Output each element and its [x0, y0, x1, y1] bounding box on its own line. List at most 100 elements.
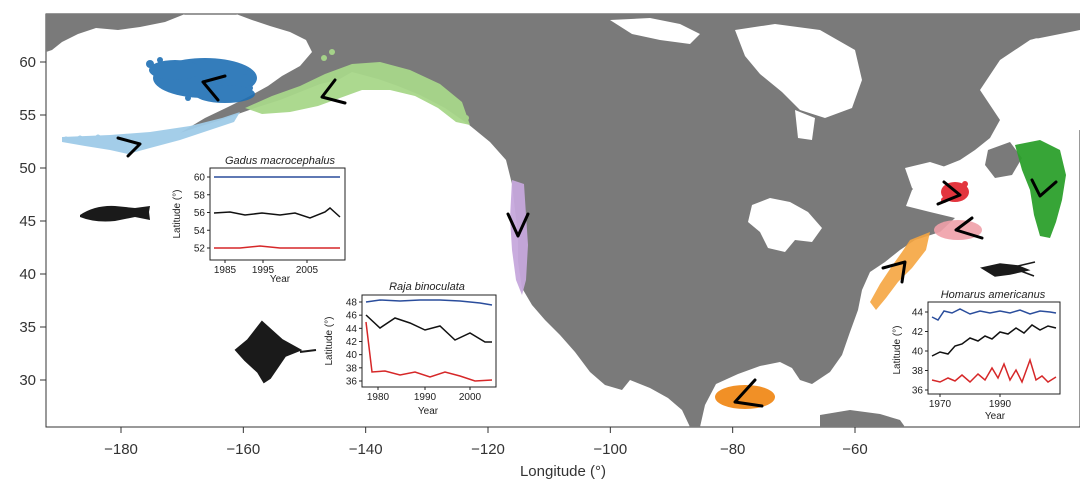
inset-raja-xaxis: 1980 1990 2000	[367, 387, 482, 403]
x-tick-label: −100	[593, 441, 627, 458]
gadus-series-south	[214, 245, 340, 249]
labrador-sea	[1018, 30, 1080, 135]
skate-silhouette	[234, 320, 317, 384]
inset-y-tick-label: 38	[346, 363, 358, 374]
x-tick-label: −80	[720, 441, 745, 458]
cluster-dark-orange	[715, 385, 775, 409]
inset-gadus-yaxis: 52 54 56 58 60	[194, 173, 210, 255]
cod-silhouette	[80, 205, 150, 222]
raja-series-north	[365, 299, 493, 306]
x-tick-label: −160	[226, 441, 260, 458]
species-silhouettes	[80, 205, 1036, 384]
inset-gadus-xlabel: Year	[270, 274, 291, 285]
inset-y-tick-label: 44	[346, 324, 358, 335]
homarus-series-center	[931, 324, 1057, 357]
x-tick-label: −180	[104, 441, 138, 458]
inset-y-tick-label: 38	[912, 366, 924, 377]
inset-gadus-xaxis: 1985 1995 2005	[214, 260, 319, 276]
inset-y-tick-label: 46	[346, 311, 358, 322]
inset-y-tick-label: 40	[346, 350, 358, 361]
james-bay	[795, 110, 815, 140]
y-tick-label: 50	[19, 160, 36, 177]
inset-y-tick-label: 44	[912, 308, 924, 319]
y-tick-label: 40	[19, 266, 36, 283]
great-lakes	[748, 198, 822, 252]
arrow-chevron-4	[506, 212, 530, 238]
inset-homarus-xaxis: 1970 1990	[929, 394, 1012, 410]
inset-y-tick-label: 60	[194, 173, 206, 184]
inset-x-tick-label: 1980	[367, 392, 390, 403]
newfoundland-landmass	[985, 142, 1022, 178]
inset-y-tick-label: 40	[912, 347, 924, 358]
y-axis: 60 55 50 45 40 35 30	[19, 54, 46, 389]
inset-x-tick-label: 1990	[989, 399, 1012, 410]
arctic-channel	[610, 18, 700, 44]
inset-gadus-title: Gadus macrocephalus	[225, 155, 336, 167]
cluster-purple	[510, 180, 528, 295]
cluster-light-green	[245, 49, 470, 125]
cluster-orange	[870, 232, 930, 310]
inset-homarus-frame	[927, 301, 1061, 395]
inset-x-tick-label: 1985	[214, 265, 237, 276]
inset-x-tick-label: 1995	[252, 265, 275, 276]
y-tick-label: 30	[19, 372, 36, 389]
inset-y-tick-label: 48	[346, 298, 358, 309]
arrow-chevron-8	[1030, 178, 1058, 198]
inset-y-tick-label: 58	[194, 190, 206, 201]
arrow-chevron-9	[733, 378, 764, 408]
inset-y-tick-label: 36	[912, 386, 924, 397]
inset-x-tick-label: 1970	[929, 399, 952, 410]
inset-raja-xlabel: Year	[418, 406, 439, 417]
inset-homarus-ylabel: Latitude (°)	[892, 325, 903, 374]
x-tick-label: −140	[349, 441, 383, 458]
inset-y-tick-label: 52	[194, 244, 206, 255]
y-tick-label: 60	[19, 54, 36, 71]
hudson-bay	[735, 24, 862, 118]
inset-homarus-xlabel: Year	[985, 411, 1006, 422]
inset-raja: Raja binoculata 36 38 40 42 44 46 48 1980 1990 2…	[324, 281, 497, 417]
x-tick-label: −120	[471, 441, 505, 458]
inset-homarus-yaxis: 36 38 40 42 44	[912, 308, 928, 397]
greenland-landmass	[860, 14, 1080, 40]
lobster-silhouette	[980, 261, 1036, 277]
asia-landmass	[46, 14, 185, 52]
inset-raja-title: Raja binoculata	[389, 281, 465, 293]
arrow-chevron-1	[201, 74, 227, 102]
cuba-landmass	[820, 410, 905, 427]
inset-y-tick-label: 36	[346, 377, 358, 388]
arrow-chevron-7	[881, 260, 907, 284]
arrow-chevron-2	[320, 78, 347, 105]
inset-gadus-ylabel: Latitude (°)	[172, 189, 183, 238]
y-tick-label: 55	[19, 107, 36, 124]
inset-gadus: Gadus macrocephalus 52 54 56 58 60 1985 1995 2…	[172, 155, 346, 285]
inset-homarus-title: Homarus americanus	[941, 289, 1046, 301]
cluster-light-blue	[62, 112, 240, 154]
raja-series-center	[365, 314, 492, 343]
inset-y-tick-label: 42	[346, 337, 358, 348]
y-tick-label: 35	[19, 319, 36, 336]
homarus-series-south	[931, 357, 1057, 384]
y-tick-label: 45	[19, 213, 36, 230]
north-america-landmass	[180, 14, 1080, 427]
arrow-chevron-5	[936, 180, 962, 206]
inset-raja-yaxis: 36 38 40 42 44 46 48	[346, 298, 362, 388]
raja-series-south	[365, 321, 493, 382]
homarus-series-north	[931, 308, 1057, 321]
gadus-series-center	[213, 207, 341, 219]
x-axis-label: Longitude (°)	[520, 463, 606, 480]
inset-x-tick-label: 1990	[414, 392, 437, 403]
inland-waters	[610, 18, 1080, 252]
x-tick-label: −60	[842, 441, 867, 458]
inset-y-tick-label: 54	[194, 226, 206, 237]
arrow-chevron-6	[954, 216, 984, 240]
inset-x-tick-label: 2005	[296, 265, 319, 276]
inset-gadus-frame	[209, 167, 346, 261]
inset-y-tick-label: 42	[912, 327, 924, 338]
land-masses	[46, 14, 1080, 427]
shift-arrows	[116, 74, 1058, 408]
inset-raja-frame	[361, 294, 497, 388]
arrow-chevron-3	[116, 136, 142, 158]
cluster-green	[1015, 140, 1066, 238]
inset-y-tick-label: 56	[194, 208, 206, 219]
